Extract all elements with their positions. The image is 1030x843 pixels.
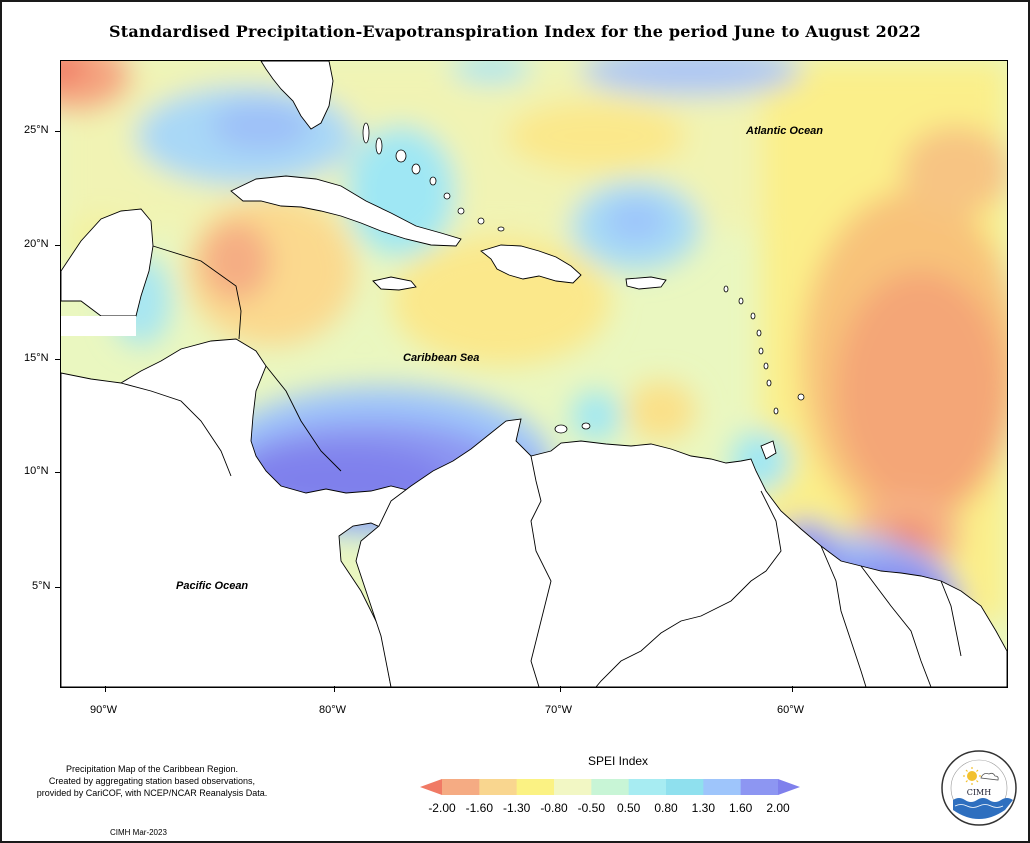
lon-tick-60: 60°W [777,704,805,716]
legend-cell [554,779,592,795]
legend-value-label: 1.60 [728,801,753,815]
legend-cell [703,779,742,795]
country-borders [120,245,962,687]
legend-cell [591,779,630,795]
lon-tick-mark-70 [560,686,561,692]
lon-tick-mark-90 [105,686,106,692]
lon-tick-70: 70°W [545,704,573,716]
legend-value-label: -0.80 [540,801,568,815]
legend-value-label: -0.50 [577,801,605,815]
lon-tick-mark-80 [334,686,335,692]
legend-value-label: -1.60 [465,801,493,815]
legend-value-label: 0.80 [654,801,678,815]
lon-tick-80: 80°W [319,704,347,716]
lon-tick-mark-60 [792,686,793,692]
legend-cell [479,779,518,795]
legend-value-label: 0.50 [616,801,641,815]
legend-value-label: -2.00 [428,801,456,815]
caribbean-sea-label: Caribbean Sea [403,352,480,364]
lat-tick-10: 10°N [24,465,49,477]
small-islands [362,122,805,434]
cimh-logo: CIMH [941,750,1017,826]
spei-map [61,61,1007,687]
lat-tick-5: 5°N [32,580,51,592]
lon-tick-90: 90°W [90,704,118,716]
footnote-line-1: Precipitation Map of the Caribbean Regio… [65,764,239,774]
lat-tick-mark-5 [55,587,60,588]
lat-tick-25: 25°N [24,124,49,136]
legend-cell [666,779,704,795]
lat-tick-mark-10 [55,472,60,473]
legend-cell [442,779,480,795]
legend-value-label: -1.30 [502,801,531,815]
legend-title: SPEI Index [588,754,649,768]
legend-cell [516,779,555,795]
legend-cell-tip-low [420,779,442,795]
legend-value-label: 2.00 [766,801,790,815]
lat-tick-mark-20 [55,245,60,246]
lat-tick-20: 20°N [24,238,49,250]
footnote-line-3: provided by CariCOF, with NCEP/NCAR Rean… [36,788,268,798]
logo-text: CIMH [967,788,991,797]
legend-cell-tip-high [778,779,800,795]
atlantic-ocean-label: Atlantic Ocean [746,125,824,137]
lat-tick-mark-15 [55,359,60,360]
lat-tick-mark-25 [55,131,60,132]
pacific-ocean-label: Pacific Ocean [176,580,249,592]
date-note: CIMH Mar-2023 [110,828,167,837]
map-frame: Atlantic Ocean Caribbean Sea Pacific Oce… [60,60,1008,688]
legend-cell [740,779,779,795]
legend-value-label: 1.30 [691,801,715,815]
legend-cell [628,779,667,795]
legend-colorbar [420,779,800,795]
footnote-line-2: Created by aggregating station based obs… [48,776,256,786]
map-title: Standardised Precipitation-Evapotranspir… [108,22,921,41]
footnote: Precipitation Map of the Caribbean Regio… [12,763,292,799]
lat-tick-15: 15°N [24,352,49,364]
